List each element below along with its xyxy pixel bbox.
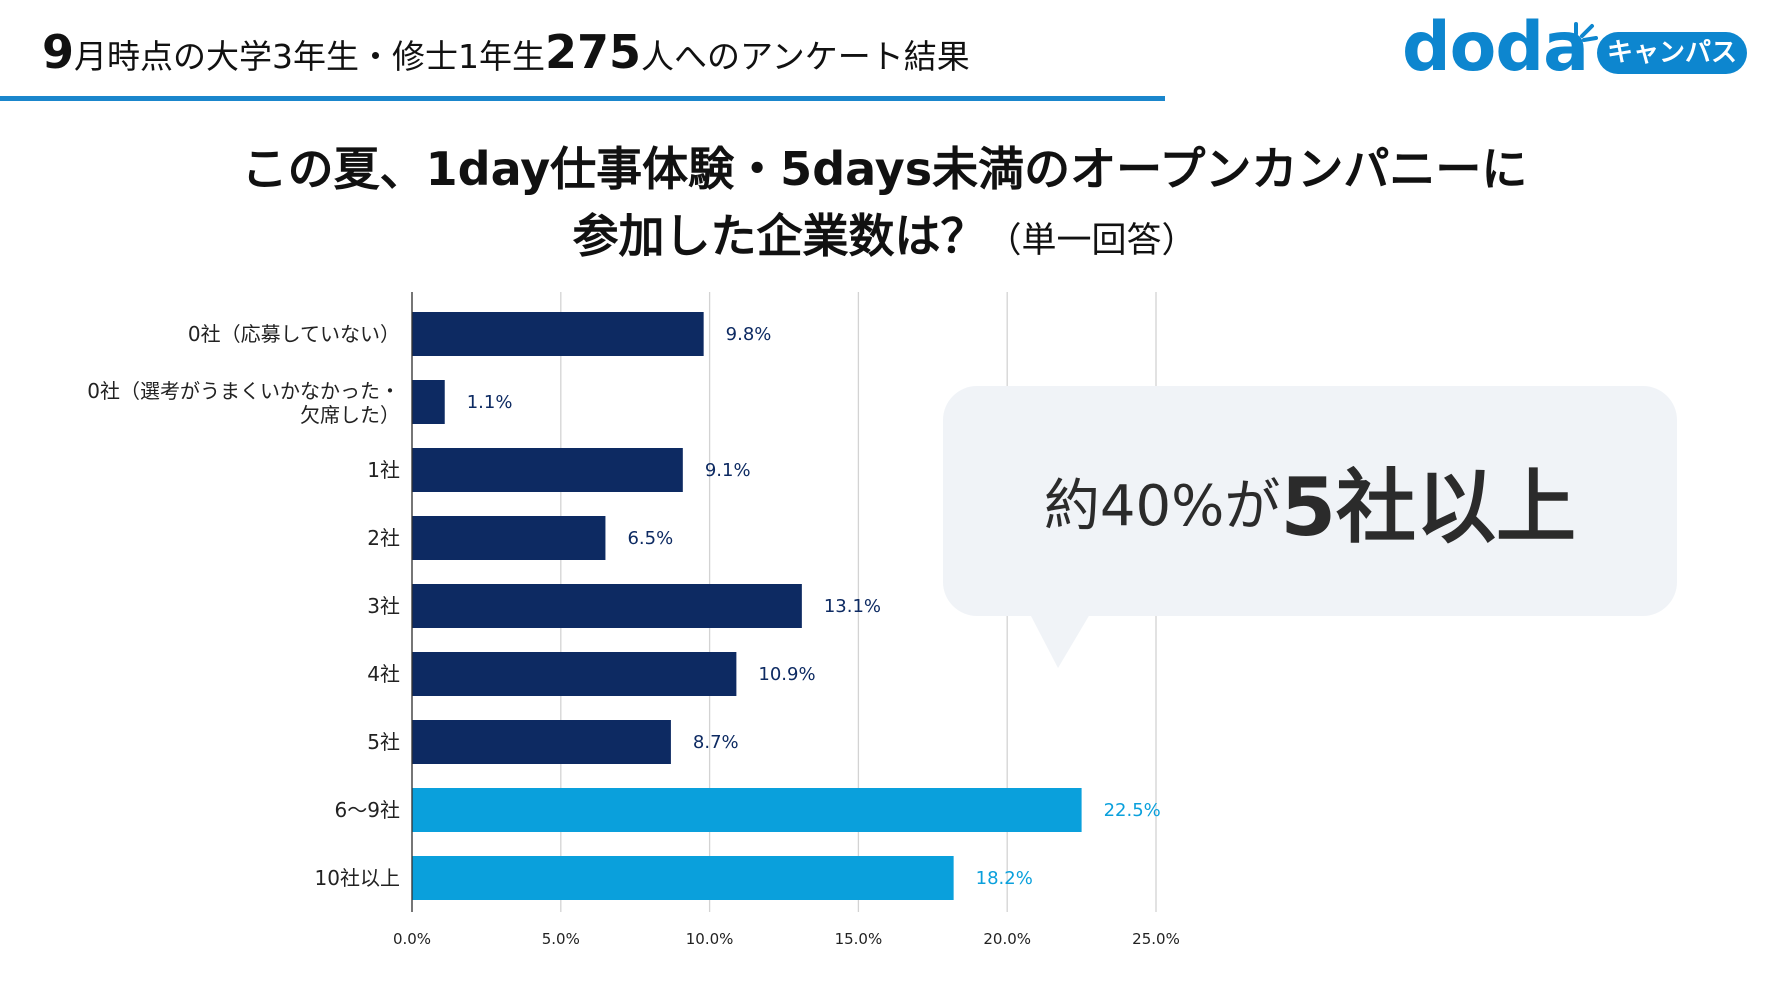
doda-campus-logo: doda キャンパス	[1402, 12, 1752, 84]
data-label: 10.9%	[758, 664, 815, 685]
header: 9月時点の大学3年生・修士1年生275人へのアンケート結果	[0, 0, 1165, 101]
survey-note-part: 275	[545, 25, 642, 79]
data-label: 13.1%	[824, 596, 881, 617]
data-label: 18.2%	[976, 868, 1033, 889]
bar	[412, 856, 954, 900]
category-label: 0社（応募していない）	[188, 322, 400, 346]
category-label: 3社	[367, 594, 400, 618]
bar	[412, 652, 737, 696]
bar	[412, 380, 445, 424]
bar	[412, 516, 606, 560]
bar	[412, 448, 683, 492]
chart-title-line2-text: 参加した企業数は？	[572, 209, 987, 263]
callout-text: 約40%が 5社以上	[943, 386, 1677, 616]
category-label: 10社以上	[315, 866, 400, 890]
bar	[412, 584, 802, 628]
category-label: 4社	[367, 662, 400, 686]
survey-note-part: 人へのアンケート結果	[641, 37, 970, 76]
logo-spark-icon	[1574, 22, 1598, 42]
survey-note-part: 9	[42, 25, 75, 79]
category-label: 1社	[367, 458, 400, 482]
x-tick-label: 10.0%	[686, 930, 734, 948]
data-label: 22.5%	[1104, 800, 1161, 821]
bar	[412, 720, 671, 764]
category-label: 6〜9社	[335, 798, 400, 822]
data-label: 6.5%	[627, 528, 673, 549]
category-label: 2社	[367, 526, 400, 550]
bar	[412, 312, 704, 356]
data-label: 9.1%	[705, 460, 751, 481]
survey-note: 9月時点の大学3年生・修士1年生275人へのアンケート結果	[42, 24, 970, 80]
logo-badge: キャンパス	[1597, 32, 1747, 74]
survey-note-part: 月時点の大学3年生・修士1年生	[74, 37, 546, 76]
x-tick-label: 0.0%	[393, 930, 431, 948]
callout-tail	[1030, 614, 1090, 668]
category-label: 5社	[367, 730, 400, 754]
callout-pre: 約40%が	[1043, 473, 1281, 539]
answer-type-note: （単一回答）	[986, 221, 1197, 261]
callout-bubble	[943, 386, 1677, 616]
category-label: 0社（選考がうまくいかなかった・欠席した）	[87, 379, 400, 427]
chart-title-line2: 参加した企業数は？（単一回答）	[0, 200, 1769, 266]
x-tick-label: 25.0%	[1132, 930, 1180, 948]
x-tick-label: 20.0%	[983, 930, 1031, 948]
callout-highlight: 5社以上	[1280, 461, 1577, 554]
data-label: 9.8%	[726, 324, 772, 345]
x-tick-label: 5.0%	[542, 930, 580, 948]
header-rule	[0, 96, 1165, 101]
x-tick-label: 15.0%	[835, 930, 883, 948]
bar	[412, 788, 1082, 832]
chart-title-line1: この夏、1day仕事体験・5days未満のオープンカンパニーに	[241, 142, 1528, 196]
data-label: 1.1%	[467, 392, 513, 413]
data-label: 8.7%	[693, 732, 739, 753]
logo-word: doda	[1402, 8, 1589, 87]
